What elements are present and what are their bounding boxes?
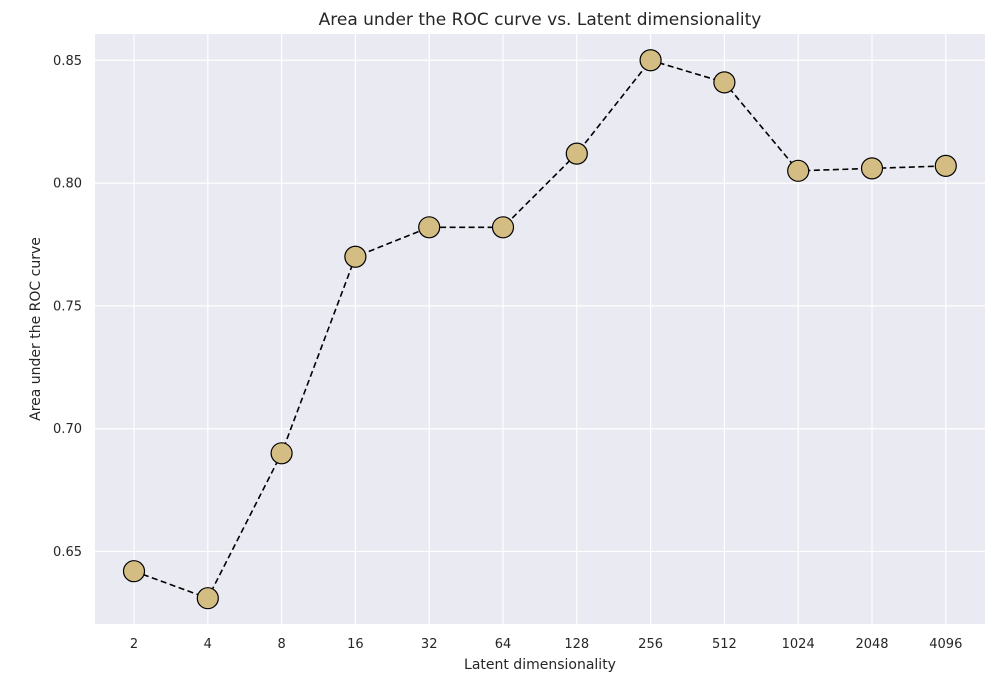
data-point — [344, 245, 367, 268]
x-axis-ticks: 2 4 8 16 32 64 128 256 512 1024 2048 4096 — [130, 637, 962, 652]
data-point — [934, 154, 957, 178]
y-axis-ticks: 0.65 0.70 0.75 0.80 0.85 — [53, 54, 82, 560]
y-tick-label: 0.70 — [53, 422, 82, 437]
x-tick-label: 256 — [638, 637, 663, 652]
data-point — [860, 157, 884, 180]
data-point — [565, 142, 588, 165]
data-point — [491, 216, 515, 239]
grid — [95, 34, 985, 624]
x-tick-label: 512 — [712, 637, 737, 652]
data-point — [122, 560, 146, 583]
data-point — [196, 587, 219, 610]
data-point — [270, 442, 293, 465]
series-line — [133, 59, 946, 600]
x-tick-label: 128 — [564, 637, 589, 652]
x-axis-label: Latent dimensionality — [464, 657, 616, 673]
x-tick-label: 2 — [130, 637, 138, 652]
x-tick-label: 64 — [495, 637, 512, 652]
y-tick-label: 0.85 — [53, 54, 82, 69]
y-tick-label: 0.65 — [53, 545, 82, 560]
series-line-path — [133, 59, 946, 600]
x-tick-label: 1024 — [782, 637, 815, 652]
x-tick-label: 32 — [421, 637, 438, 652]
x-tick-label: 4 — [204, 637, 212, 652]
x-tick-label: 16 — [347, 637, 364, 652]
data-point — [713, 71, 736, 94]
data-point — [787, 159, 810, 182]
x-tick-label: 2048 — [855, 637, 888, 652]
y-axis-label: Area under the ROC curve — [28, 237, 44, 421]
data-point — [418, 216, 441, 239]
x-tick-label: 4096 — [929, 637, 962, 652]
plot-area — [95, 34, 985, 624]
markers — [122, 49, 957, 610]
y-tick-label: 0.80 — [53, 177, 82, 192]
x-tick-label: 8 — [277, 637, 285, 652]
data-point — [639, 49, 662, 72]
chart-title: Area under the ROC curve vs. Latent dime… — [319, 10, 762, 30]
y-tick-label: 0.75 — [53, 299, 82, 314]
